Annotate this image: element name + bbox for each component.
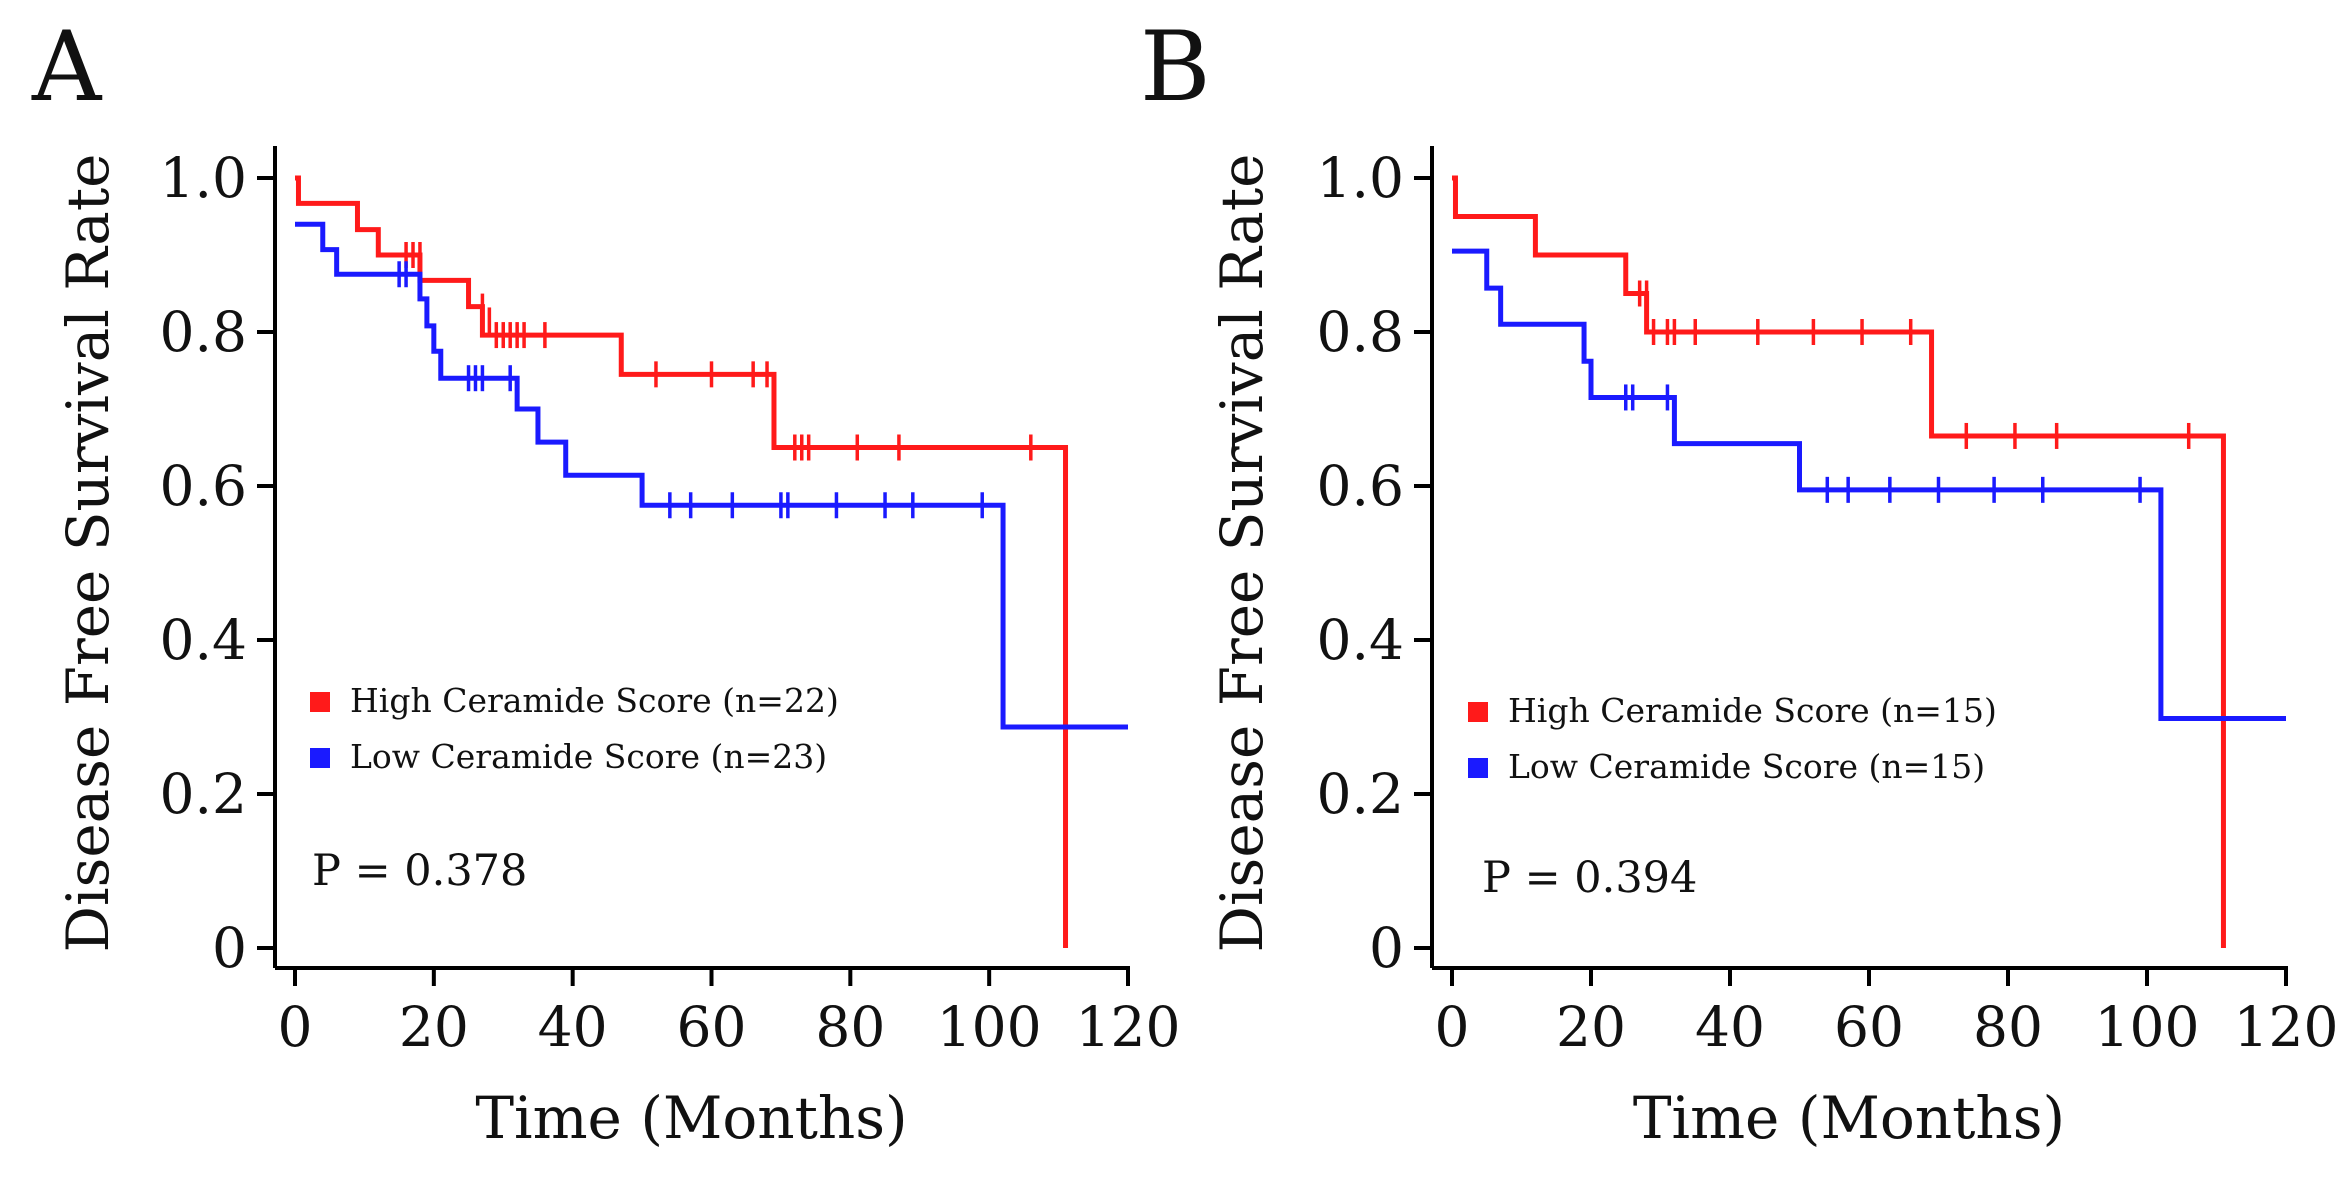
legend-label: High Ceramide Score (n=22) [350, 681, 839, 720]
survival-curve [295, 175, 1069, 948]
x-tick-label: 40 [538, 995, 608, 1059]
x-tick-label: 100 [937, 995, 1042, 1059]
y-axis-title: Disease Free Survival Rate [1208, 154, 1276, 953]
x-tick-label: 40 [1695, 995, 1765, 1059]
x-tick-label: 120 [1076, 995, 1181, 1059]
y-tick-label: 1.0 [1317, 146, 1404, 210]
legend-label: Low Ceramide Score (n=23) [350, 737, 827, 776]
y-tick-label: 0 [1369, 916, 1404, 980]
x-tick-label: 80 [1973, 995, 2043, 1059]
x-tick-label: 60 [677, 995, 747, 1059]
panel-a-chart: A 0 20 40 60 80 100 120 0 0.2 0.4 0.6 0.8 1.0 Time (Mo… [31, 11, 1180, 1152]
panel-label: A [31, 11, 103, 123]
legend-swatch [310, 748, 330, 768]
x-axis-title: Time (Months) [1633, 1084, 2065, 1152]
y-tick-label: 0.6 [160, 454, 247, 518]
y-tick-label: 0.4 [160, 608, 247, 672]
survival-series [1452, 248, 2286, 722]
survival-series [295, 175, 1069, 948]
y-tick-label: 0.6 [1317, 454, 1404, 518]
survival-curve [295, 221, 1128, 730]
x-tick-label: 120 [2234, 995, 2339, 1059]
p-value-annotation: P = 0.394 [1482, 853, 1697, 903]
survival-curve [1452, 175, 2226, 948]
legend-swatch [1468, 758, 1488, 778]
x-tick-label: 100 [2095, 995, 2200, 1059]
x-tick-label: 20 [399, 995, 469, 1059]
y-tick-label: 1.0 [160, 146, 247, 210]
x-axis-title: Time (Months) [475, 1084, 907, 1152]
legend-label: High Ceramide Score (n=15) [1508, 691, 1997, 730]
panel-label: B [1140, 11, 1211, 123]
legend-label: Low Ceramide Score (n=15) [1508, 747, 1985, 786]
x-tick-label: 20 [1556, 995, 1626, 1059]
legend-swatch [1468, 702, 1488, 722]
y-tick-label: 0.2 [160, 762, 247, 826]
survival-curve [1452, 248, 2286, 722]
survival-series [295, 221, 1128, 730]
y-tick-label: 0.4 [1317, 608, 1404, 672]
survival-series [1452, 175, 2226, 948]
x-tick-label: 0 [278, 995, 313, 1059]
y-tick-label: 0.8 [1317, 300, 1404, 364]
y-tick-label: 0 [212, 916, 247, 980]
x-tick-label: 60 [1834, 995, 1904, 1059]
y-tick-label: 0.2 [1317, 762, 1404, 826]
x-tick-label: 0 [1435, 995, 1470, 1059]
y-tick-label: 0.8 [160, 300, 247, 364]
panel-b-chart: B 0 20 40 60 80 100 120 0 0.2 0.4 0.6 0.8 1.0 Time (Mo… [1140, 11, 2338, 1152]
p-value-annotation: P = 0.378 [312, 846, 527, 896]
legend-swatch [310, 692, 330, 712]
y-axis-title: Disease Free Survival Rate [54, 154, 122, 953]
x-tick-label: 80 [815, 995, 885, 1059]
